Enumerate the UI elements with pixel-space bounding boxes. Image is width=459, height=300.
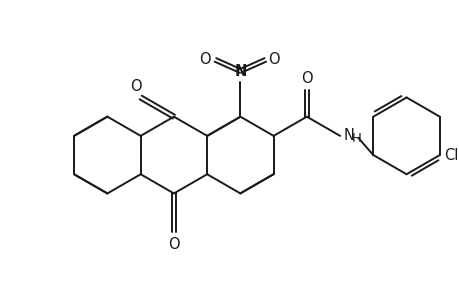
Text: O: O [198,52,210,68]
Text: O: O [268,52,280,68]
Text: O: O [168,237,179,252]
Text: O: O [300,71,312,86]
Text: Cl: Cl [443,148,457,163]
Text: N: N [234,64,246,79]
Text: N: N [342,128,353,143]
Text: H: H [352,132,361,146]
Text: O: O [129,80,141,94]
